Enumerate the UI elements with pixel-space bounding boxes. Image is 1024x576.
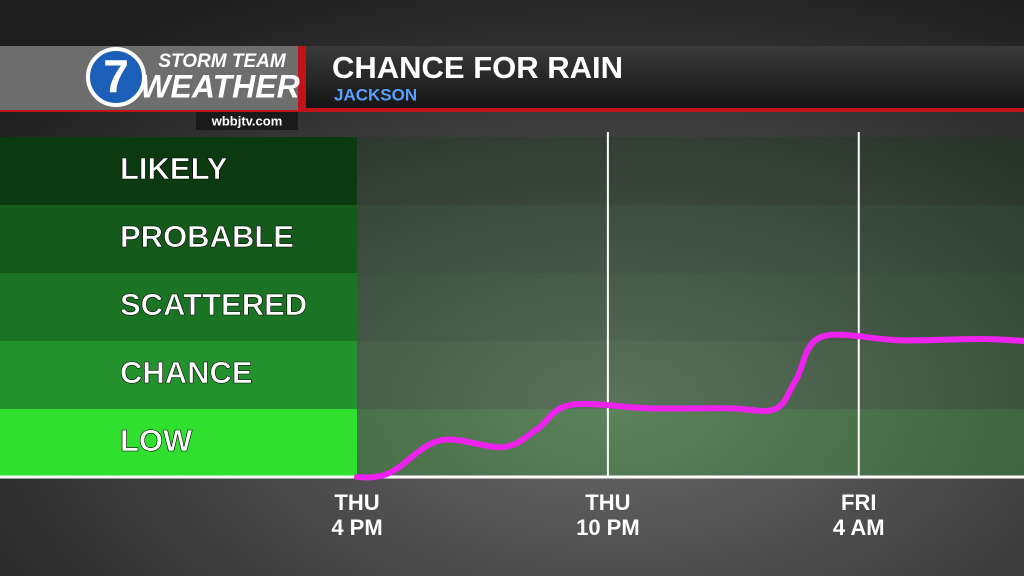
chart-subtitle: JACKSON [334, 85, 417, 104]
level-band-plot [357, 137, 1024, 205]
website-box [196, 112, 298, 130]
rain-line [354, 331, 1024, 481]
logo: 7 [103, 50, 129, 102]
logo-panel [0, 46, 300, 110]
x-tick-label: THU 4 PM [331, 490, 382, 540]
website: wbbjtv.com [211, 113, 283, 128]
level-band-plot [357, 273, 1024, 341]
logo-divider [298, 46, 306, 110]
brand-bottom: WEATHER [140, 68, 299, 104]
level-band [0, 341, 357, 409]
level-band [0, 205, 357, 273]
brand-top: STORM TEAM [158, 51, 287, 72]
level-band-plot [357, 341, 1024, 409]
y-tick-label: LIKELY [120, 151, 228, 186]
logo-circle [86, 47, 146, 107]
level-band [0, 273, 357, 341]
y-tick-label: PROBABLE [120, 219, 294, 254]
y-tick-label: LOW [120, 423, 193, 458]
y-tick-label: CHANCE [120, 355, 253, 390]
chart-title: CHANCE FOR RAIN [332, 50, 623, 85]
level-band [0, 137, 357, 205]
x-tick-label: FRI 4 AM [833, 490, 885, 540]
level-band-plot [357, 205, 1024, 273]
level-band [0, 409, 357, 477]
y-tick-label: SCATTERED [120, 287, 307, 322]
header-rule [0, 108, 1024, 112]
x-tick-label: THU 10 PM [576, 490, 640, 540]
